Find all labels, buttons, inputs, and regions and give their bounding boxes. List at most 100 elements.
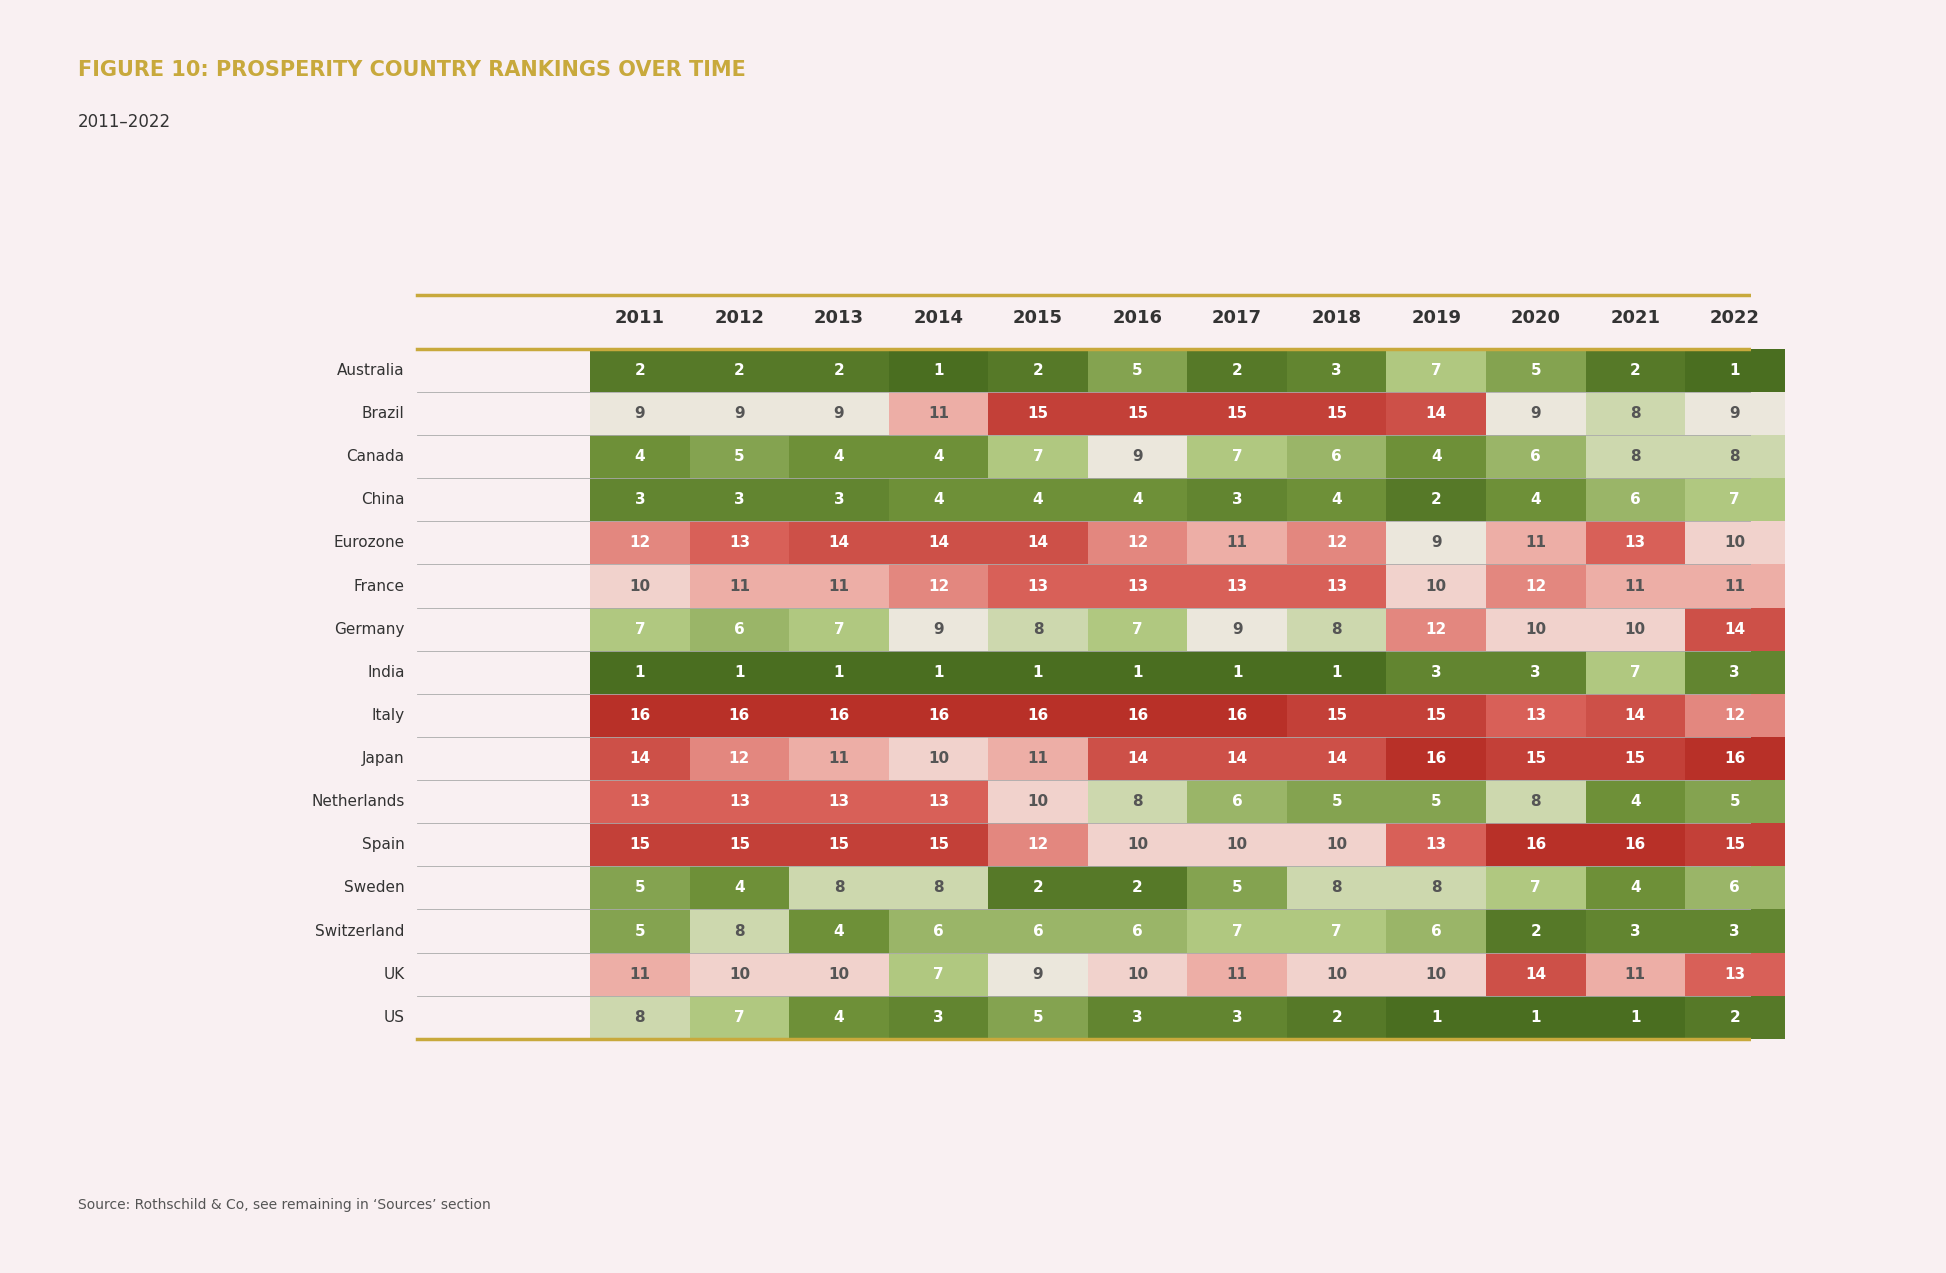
Text: 3: 3	[1530, 665, 1541, 680]
Text: 11: 11	[1526, 536, 1547, 550]
Text: 3: 3	[1232, 493, 1242, 507]
Bar	[590, 867, 689, 909]
Text: 12: 12	[1127, 536, 1148, 550]
Bar	[1685, 780, 1784, 824]
Bar	[1386, 607, 1487, 651]
Bar	[989, 995, 1088, 1039]
Bar	[889, 995, 989, 1039]
Bar	[1685, 909, 1784, 952]
Bar	[1586, 479, 1685, 522]
Bar	[1685, 824, 1784, 867]
Text: 13: 13	[928, 794, 950, 810]
Bar	[889, 607, 989, 651]
Text: 14: 14	[1526, 966, 1547, 981]
Text: 1: 1	[1133, 665, 1142, 680]
Bar	[590, 995, 689, 1039]
Bar	[1487, 694, 1586, 737]
Bar	[1187, 564, 1286, 607]
Text: 11: 11	[928, 406, 950, 421]
Text: 15: 15	[1724, 838, 1746, 853]
Bar	[889, 737, 989, 780]
Text: 4: 4	[1331, 493, 1343, 507]
Text: 2: 2	[833, 363, 845, 378]
Bar	[989, 694, 1088, 737]
Text: 9: 9	[833, 406, 845, 421]
Bar	[1088, 435, 1187, 479]
Text: 15: 15	[1127, 406, 1148, 421]
Text: 8: 8	[1631, 449, 1640, 465]
Text: UK: UK	[383, 966, 405, 981]
Bar	[1586, 909, 1685, 952]
Bar	[790, 909, 889, 952]
Bar	[1286, 952, 1386, 995]
Text: 11: 11	[1625, 966, 1646, 981]
Bar	[989, 651, 1088, 694]
Text: 4: 4	[833, 1009, 845, 1025]
Text: 1: 1	[1430, 1009, 1442, 1025]
Text: 14: 14	[928, 536, 950, 550]
Text: 11: 11	[1226, 536, 1247, 550]
Bar	[590, 780, 689, 824]
Text: 11: 11	[829, 751, 850, 766]
Text: 7: 7	[1331, 923, 1343, 938]
Text: 13: 13	[1724, 966, 1746, 981]
Text: 3: 3	[1730, 923, 1740, 938]
Bar	[1487, 564, 1586, 607]
Text: 12: 12	[730, 751, 749, 766]
Bar	[1187, 349, 1286, 392]
Text: 12: 12	[928, 578, 950, 593]
Text: 11: 11	[730, 578, 749, 593]
Bar	[1286, 479, 1386, 522]
Bar	[989, 435, 1088, 479]
Bar	[1487, 349, 1586, 392]
Bar	[1487, 737, 1586, 780]
Bar	[1586, 952, 1685, 995]
Bar	[1088, 607, 1187, 651]
Bar	[989, 607, 1088, 651]
Text: 5: 5	[1133, 363, 1142, 378]
Text: 14: 14	[1426, 406, 1446, 421]
Text: 2019: 2019	[1411, 309, 1461, 327]
Bar	[1586, 435, 1685, 479]
Text: 6: 6	[1530, 449, 1541, 465]
Bar	[1088, 995, 1187, 1039]
Bar	[1286, 824, 1386, 867]
Text: 7: 7	[1530, 881, 1541, 895]
Text: 12: 12	[1027, 838, 1049, 853]
Text: 9: 9	[1033, 966, 1043, 981]
Text: 2014: 2014	[913, 309, 963, 327]
Bar	[1487, 952, 1586, 995]
Bar	[790, 995, 889, 1039]
Bar	[889, 651, 989, 694]
Text: 2: 2	[634, 363, 646, 378]
Bar	[1586, 349, 1685, 392]
Text: 16: 16	[1226, 708, 1247, 723]
Text: Germany: Germany	[335, 621, 405, 636]
Bar	[1386, 651, 1487, 694]
Bar	[790, 564, 889, 607]
Text: 2: 2	[1331, 1009, 1343, 1025]
Text: France: France	[354, 578, 405, 593]
Text: 1: 1	[1033, 665, 1043, 680]
Bar	[1586, 780, 1685, 824]
Text: 15: 15	[829, 838, 850, 853]
Text: 14: 14	[1625, 708, 1646, 723]
Bar	[590, 737, 689, 780]
Text: 10: 10	[1127, 966, 1148, 981]
Bar	[1386, 995, 1487, 1039]
Bar	[889, 522, 989, 564]
Text: 3: 3	[734, 493, 745, 507]
Bar	[1286, 909, 1386, 952]
Text: 4: 4	[1033, 493, 1043, 507]
Bar	[889, 392, 989, 435]
Text: 10: 10	[1325, 838, 1347, 853]
Bar	[1088, 780, 1187, 824]
Bar	[1685, 349, 1784, 392]
Bar	[989, 909, 1088, 952]
Bar	[1386, 392, 1487, 435]
Text: 2021: 2021	[1609, 309, 1660, 327]
Bar	[590, 694, 689, 737]
Bar	[1286, 737, 1386, 780]
Text: 11: 11	[829, 578, 850, 593]
Bar	[1187, 952, 1286, 995]
